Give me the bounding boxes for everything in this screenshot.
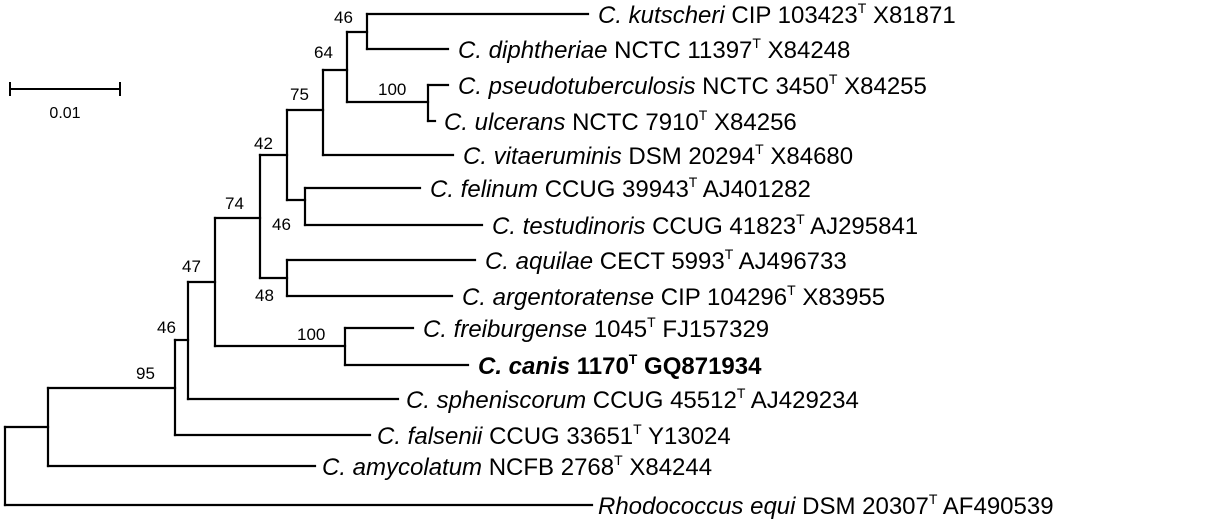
taxon-label: C. felinum CCUG 39943T AJ401282 xyxy=(430,174,811,203)
taxon-label: C. spheniscorum CCUG 45512T AJ429234 xyxy=(406,385,859,414)
bootstrap-value: 100 xyxy=(297,325,325,344)
tree-branches xyxy=(3,12,594,507)
bootstrap-value: 46 xyxy=(334,8,353,27)
scale-bar-label: 0.01 xyxy=(49,105,80,122)
bootstrap-values: 46 64 100 75 42 46 74 48 47 100 46 95 xyxy=(136,8,406,383)
bootstrap-value: 46 xyxy=(272,215,291,234)
scale-bar: 0.01 xyxy=(9,82,121,122)
bootstrap-value: 46 xyxy=(157,318,176,337)
taxon-label: C. argentoratense CIP 104296T X83955 xyxy=(462,282,885,311)
taxon-label: Rhodococcus equi DSM 20307T AF490539 xyxy=(598,491,1054,520)
bootstrap-value: 74 xyxy=(225,194,244,213)
taxon-label: C. amycolatum NCFB 2768T X84244 xyxy=(322,452,712,481)
taxon-label-highlighted: C. canis 1170T GQ871934 xyxy=(478,351,762,380)
bootstrap-value: 100 xyxy=(378,80,406,99)
taxon-label: C. freiburgense 1045T FJ157329 xyxy=(423,314,769,343)
taxon-label: C. ulcerans NCTC 7910T X84256 xyxy=(444,107,797,136)
taxon-label: C. kutscheri CIP 103423T X81871 xyxy=(598,0,956,29)
taxon-label: C. vitaeruminis DSM 20294T X84680 xyxy=(463,141,853,170)
bootstrap-value: 64 xyxy=(314,43,333,62)
bootstrap-value: 47 xyxy=(182,257,201,276)
bootstrap-value: 42 xyxy=(254,134,273,153)
bootstrap-value: 75 xyxy=(290,85,309,104)
taxon-label: C. diphtheriae NCTC 11397T X84248 xyxy=(458,35,850,64)
taxon-label: C. falsenii CCUG 33651T Y13024 xyxy=(377,421,731,450)
taxon-label: C. testudinoris CCUG 41823T AJ295841 xyxy=(492,211,918,240)
taxon-labels: C. kutscheri CIP 103423T X81871 C. dipht… xyxy=(322,0,1054,520)
taxon-label: C. pseudotuberculosis NCTC 3450T X84255 xyxy=(458,71,927,100)
bootstrap-value: 95 xyxy=(136,364,155,383)
taxon-label: C. aquilae CECT 5993T AJ496733 xyxy=(485,246,847,275)
bootstrap-value: 48 xyxy=(255,286,274,305)
